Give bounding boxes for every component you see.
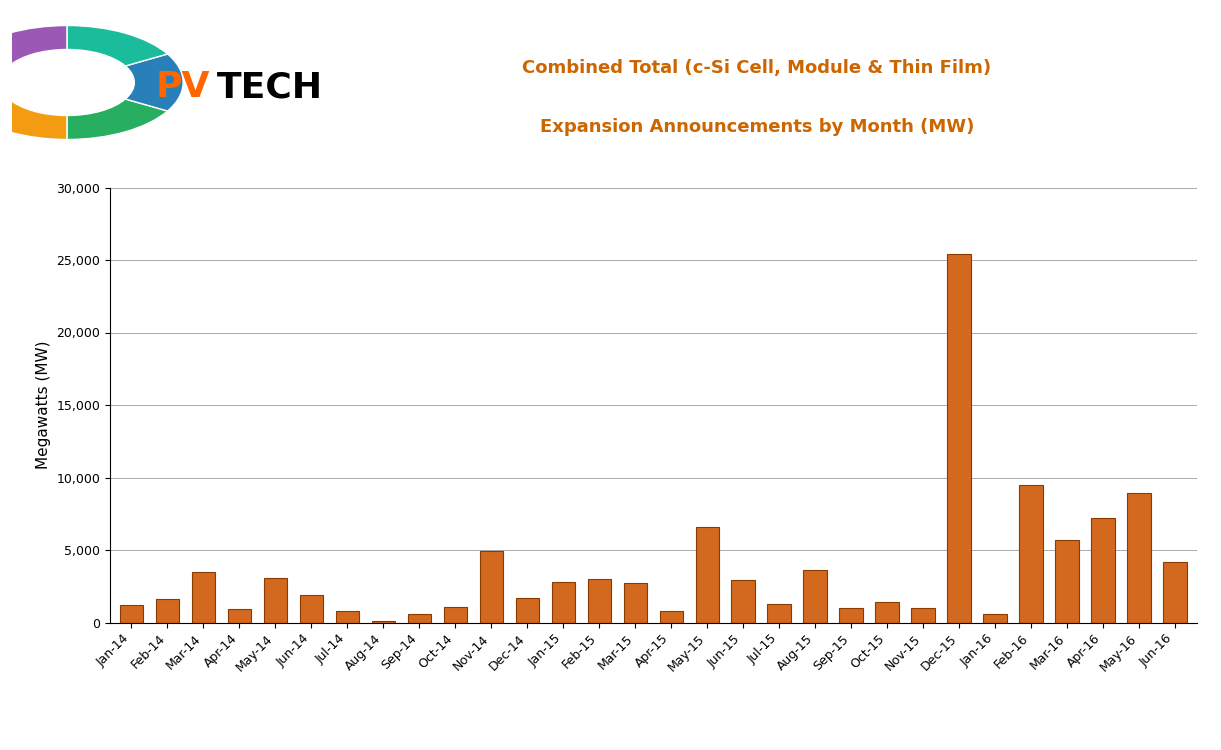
Bar bbox=[192, 572, 215, 622]
Text: Expansion Announcements by Month (MW): Expansion Announcements by Month (MW) bbox=[540, 118, 974, 136]
Wedge shape bbox=[67, 26, 167, 66]
Bar bbox=[875, 602, 899, 622]
Bar bbox=[408, 614, 431, 622]
Bar bbox=[515, 598, 538, 622]
Wedge shape bbox=[126, 54, 183, 111]
Bar bbox=[371, 621, 396, 622]
Bar bbox=[443, 607, 466, 622]
Bar bbox=[1164, 562, 1187, 622]
Bar bbox=[587, 579, 610, 622]
Bar bbox=[911, 608, 935, 622]
Bar bbox=[803, 570, 827, 622]
Bar bbox=[264, 578, 287, 622]
Wedge shape bbox=[0, 26, 67, 66]
Bar bbox=[156, 599, 179, 622]
Bar bbox=[659, 611, 683, 622]
Bar bbox=[983, 614, 1007, 622]
Bar bbox=[299, 595, 324, 622]
Bar bbox=[624, 584, 647, 622]
Bar bbox=[840, 608, 863, 622]
Bar bbox=[228, 610, 252, 622]
Text: PV: PV bbox=[156, 70, 210, 104]
Bar bbox=[947, 254, 971, 622]
Text: TECH: TECH bbox=[217, 70, 322, 104]
Wedge shape bbox=[67, 99, 167, 140]
Bar bbox=[336, 611, 359, 622]
Bar bbox=[1055, 540, 1078, 622]
Bar bbox=[120, 605, 143, 622]
Bar bbox=[768, 604, 791, 622]
Bar bbox=[731, 580, 755, 622]
Wedge shape bbox=[0, 99, 67, 140]
Bar bbox=[552, 582, 575, 622]
Text: Combined Total (c-Si Cell, Module & Thin Film): Combined Total (c-Si Cell, Module & Thin… bbox=[523, 58, 991, 76]
Bar bbox=[1092, 518, 1115, 622]
Wedge shape bbox=[0, 54, 9, 111]
Bar bbox=[696, 526, 719, 622]
Bar bbox=[1127, 494, 1150, 622]
Y-axis label: Megawatts (MW): Megawatts (MW) bbox=[35, 340, 51, 470]
Bar bbox=[1020, 484, 1043, 622]
Bar bbox=[480, 551, 503, 622]
